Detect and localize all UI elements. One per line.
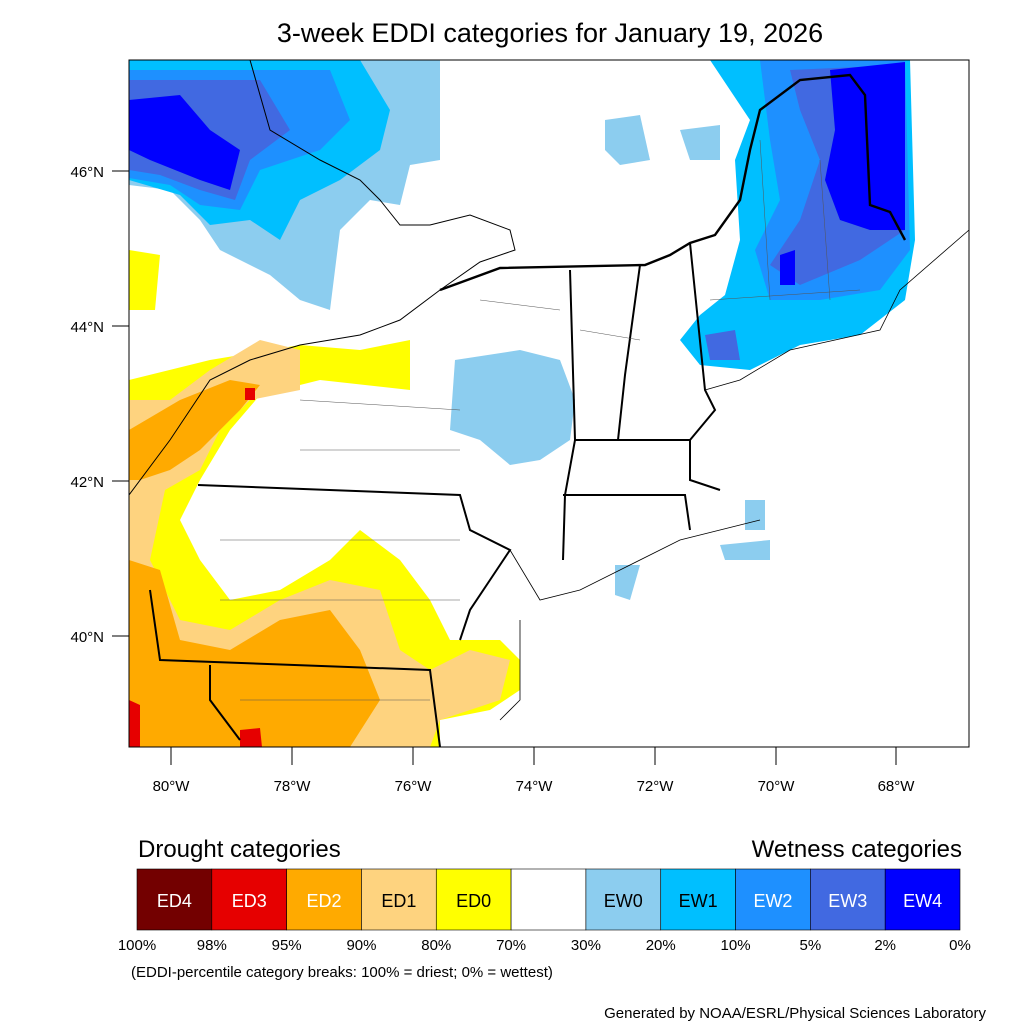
legend-swatch	[810, 868, 886, 931]
legend-swatch	[510, 868, 587, 931]
legend-break-label: 100%	[118, 937, 156, 954]
lon-label: 78°W	[274, 778, 312, 795]
lat-label: 46°N	[70, 164, 104, 181]
ew4-region-northwest	[129, 95, 240, 190]
legend-swatch	[660, 868, 736, 931]
legend-swatch-label: EW1	[679, 891, 718, 911]
ew0-region-cape-cod	[615, 500, 770, 600]
legend-swatch-label: ED3	[232, 891, 267, 911]
lon-label: 68°W	[878, 778, 916, 795]
legend-break-label: 80%	[421, 937, 451, 954]
longitude-axis: 80°W 78°W 76°W 74°W 72°W 70°W 68°W	[153, 747, 916, 795]
legend-break-label: 90%	[346, 937, 376, 954]
legend-break-label: 20%	[646, 937, 676, 954]
international-border	[439, 73, 907, 292]
coastline	[499, 229, 969, 721]
ed2-region-southwest	[129, 380, 380, 747]
drought-categories-title: Drought categories	[138, 836, 341, 863]
legend-swatch-label: ED2	[307, 891, 342, 911]
ew0-region-north-central	[605, 115, 720, 165]
lon-label: 72°W	[637, 778, 675, 795]
legend-swatch	[361, 868, 437, 931]
legend-swatch-label: EW3	[828, 891, 867, 911]
legend-swatch	[585, 868, 662, 931]
ew0-region-central-ny	[450, 350, 575, 465]
lon-label: 76°W	[395, 778, 433, 795]
legend-swatch-label: EW2	[753, 891, 792, 911]
ew4-region-maine	[780, 62, 905, 285]
legend-swatch	[435, 868, 512, 931]
legend-break-label: 2%	[874, 937, 896, 954]
legend-break-label: 10%	[721, 937, 751, 954]
legend-swatch-label: ED1	[381, 891, 416, 911]
legend-swatch-label: EW4	[903, 891, 942, 911]
legend-swatch-label: EW0	[604, 891, 643, 911]
legend-breaks: 100% 98% 95% 90% 80% 70% 30% 20% 10% 5% 2% 0%	[118, 937, 971, 954]
lon-label: 80°W	[153, 778, 191, 795]
legend-swatch-label: ED0	[456, 891, 491, 911]
legend-swatch-label: ED4	[157, 891, 192, 911]
legend-break-label: 98%	[197, 937, 227, 954]
legend-swatch	[136, 868, 213, 931]
legend-break-label: 70%	[496, 937, 526, 954]
ed1-region-southwest	[129, 340, 510, 747]
latitude-axis: 46°N 44°N 42°N 40°N	[70, 164, 129, 646]
legend-swatch	[884, 868, 961, 931]
legend-swatch	[211, 868, 287, 931]
lake-shoreline	[129, 60, 516, 496]
lon-label: 74°W	[516, 778, 554, 795]
legend-break-label: 0%	[949, 937, 971, 954]
boundaries	[129, 60, 969, 747]
legend-swatch	[735, 868, 811, 931]
legend-break-label: 30%	[571, 937, 601, 954]
legend-swatch	[286, 868, 362, 931]
lat-label: 42°N	[70, 474, 104, 491]
lon-label: 70°W	[758, 778, 796, 795]
legend-break-label: 95%	[272, 937, 302, 954]
legend-note: (EDDI-percentile category breaks: 100% =…	[131, 964, 553, 981]
legend-break-label: 5%	[800, 937, 822, 954]
figure-title: 3-week EDDI categories for January 19, 2…	[277, 18, 823, 48]
lat-label: 44°N	[70, 319, 104, 336]
legend-colorbar: ED4 ED3 ED2 ED1 ED0 EW0 EW1 EW2 EW3 EW4	[136, 868, 961, 931]
lat-label: 40°N	[70, 629, 104, 646]
county-lines	[220, 139, 861, 701]
map-area	[129, 60, 969, 747]
wetness-categories-title: Wetness categories	[752, 836, 962, 863]
credit-text: Generated by NOAA/ESRL/Physical Sciences…	[604, 1005, 986, 1022]
map-frame	[128, 59, 970, 748]
